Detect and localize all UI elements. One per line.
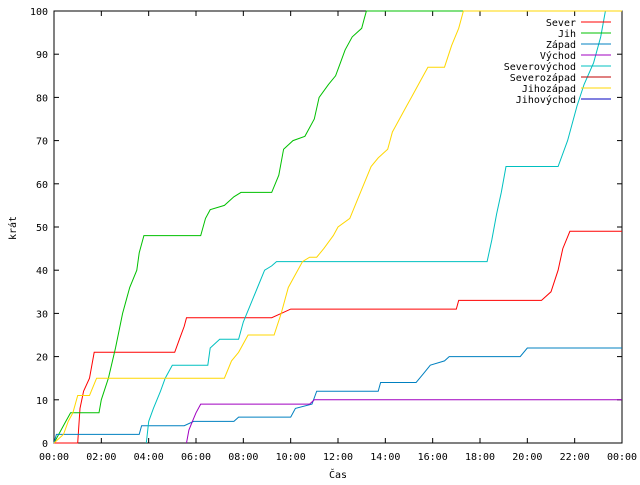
y-tick-label: 30 — [36, 309, 48, 320]
legend-label-jihozapad: Jihozápad — [522, 83, 576, 95]
y-axis-label: krát — [7, 216, 19, 240]
x-tick-label: 20:00 — [512, 452, 542, 463]
series-line-jih — [53, 10, 622, 444]
y-tick-label: 70 — [36, 137, 48, 148]
legend-label-jihovychod: Jihovýchod — [516, 94, 576, 106]
y-tick-label: 100 — [30, 7, 48, 18]
series-line-severovychod — [145, 10, 622, 444]
legend-label-severovychod: Severovýchod — [504, 61, 576, 73]
x-tick-label: 18:00 — [465, 452, 495, 463]
x-tick-label: 00:00 — [39, 452, 69, 463]
y-tick-label: 10 — [36, 396, 48, 407]
series-line-jihozapad — [53, 10, 622, 444]
y-tick-label: 80 — [36, 93, 48, 104]
y-tick-label: 50 — [36, 223, 48, 234]
x-tick-label: 14:00 — [370, 452, 400, 463]
legend: SeverJihZápadVýchodSeverovýchodSeverozáp… — [504, 18, 611, 106]
y-tick-label: 60 — [36, 180, 48, 191]
y-tick-label: 20 — [36, 353, 48, 364]
legend-label-vychod: Východ — [540, 50, 576, 62]
x-axis-label: Čas — [329, 468, 347, 480]
x-tick-label: 06:00 — [181, 452, 211, 463]
x-tick-label: 04:00 — [134, 452, 164, 463]
axes-layer: 0 10 20 30 40 50 60 70 80 90 100 00:00 02:00 04:00 06:… — [30, 7, 637, 463]
series-line-vychod — [186, 399, 622, 444]
legend-label-jih: Jih — [558, 29, 576, 40]
x-tick-label: 02:00 — [86, 452, 116, 463]
x-tick-label: 16:00 — [418, 452, 448, 463]
y-tick-label: 90 — [36, 50, 48, 61]
x-tick-label: 08:00 — [228, 452, 258, 463]
legend-label-severozapad: Severozápad — [510, 72, 576, 84]
series-line-sever — [54, 230, 622, 444]
legend-label-sever: Sever — [546, 18, 576, 29]
x-tick-label: 22:00 — [560, 452, 590, 463]
y-tick-label: 40 — [36, 266, 48, 277]
x-tick-label: 00:00 — [607, 452, 637, 463]
series-layer — [53, 10, 622, 444]
legend-label-zapad: Západ — [546, 39, 576, 51]
y-tick-label: 0 — [42, 439, 48, 450]
x-tick-label: 10:00 — [276, 452, 306, 463]
x-tick-label: 12:00 — [323, 452, 353, 463]
series-line-zapad — [53, 347, 622, 444]
